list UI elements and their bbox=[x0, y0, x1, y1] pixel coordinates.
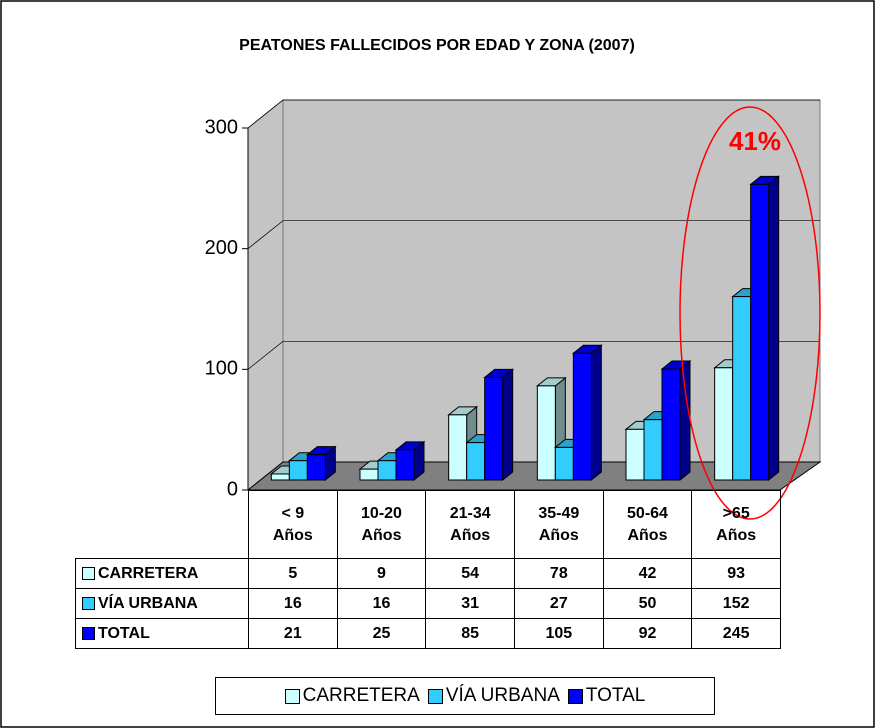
y-tick-label: 300 bbox=[205, 116, 238, 138]
bar-front bbox=[484, 376, 504, 481]
bar-side bbox=[679, 359, 691, 482]
legend-key bbox=[284, 688, 300, 704]
category-label: < 9 Años bbox=[248, 490, 338, 559]
bar bbox=[571, 344, 603, 482]
bar-side bbox=[768, 175, 780, 482]
bar-front bbox=[395, 449, 415, 481]
side-wall bbox=[247, 98, 284, 492]
bar-front bbox=[661, 368, 681, 481]
bar-front bbox=[643, 419, 663, 481]
legend-key bbox=[82, 627, 95, 640]
table-value: 27 bbox=[514, 588, 604, 619]
category-label: 10-20 Años bbox=[336, 490, 427, 559]
legend: CARRETERA VÍA URBANA TOTAL bbox=[215, 677, 715, 715]
bar-front bbox=[306, 454, 326, 481]
series-name: VÍA URBANA bbox=[98, 594, 198, 612]
series-name: TOTAL bbox=[98, 624, 150, 642]
bar-side bbox=[502, 368, 514, 482]
legend-item: VÍA URBANA bbox=[427, 685, 560, 707]
bar-front bbox=[448, 414, 468, 481]
table-value: 245 bbox=[691, 618, 781, 649]
bar-front bbox=[572, 352, 592, 481]
y-tick-label: 100 bbox=[205, 358, 238, 380]
table-value: 16 bbox=[336, 588, 427, 619]
y-tick-label: 0 bbox=[227, 478, 238, 500]
bar-front bbox=[554, 446, 574, 481]
chart-title: PEATONES FALLECIDOS POR EDAD Y ZONA (200… bbox=[239, 37, 635, 54]
bar-front bbox=[288, 460, 308, 481]
series-name: CARRETERA bbox=[98, 564, 199, 582]
table-value: 54 bbox=[425, 558, 515, 589]
row-label: TOTAL bbox=[75, 618, 249, 649]
legend-label: CARRETERA bbox=[302, 685, 420, 706]
table-value: 9 bbox=[336, 558, 427, 589]
table-value: 31 bbox=[425, 588, 515, 619]
category-label: 35-49 Años bbox=[514, 490, 604, 559]
highlight-ellipse bbox=[679, 106, 821, 520]
table-value: 21 bbox=[248, 618, 338, 649]
table-value: 25 bbox=[336, 618, 427, 649]
bar-side bbox=[590, 344, 602, 482]
legend-key bbox=[82, 567, 95, 580]
bar-front bbox=[732, 296, 752, 481]
table-value: 92 bbox=[602, 618, 693, 649]
bar-front bbox=[377, 460, 397, 481]
row-label: VÍA URBANA bbox=[75, 588, 249, 619]
category-label: 50-64 Años bbox=[602, 490, 693, 559]
category-label: >65 Años bbox=[691, 490, 781, 559]
table-value: 105 bbox=[514, 618, 604, 649]
y-tick-label: 200 bbox=[205, 237, 238, 259]
bar-front bbox=[359, 468, 379, 481]
table-value: 42 bbox=[602, 558, 693, 589]
legend-key bbox=[82, 597, 95, 610]
table-value: 16 bbox=[248, 588, 338, 619]
bar bbox=[394, 440, 426, 482]
legend-item: TOTAL bbox=[567, 685, 646, 707]
category-label: 21-34 Años bbox=[425, 490, 515, 559]
table-value: 152 bbox=[691, 588, 781, 619]
table-value: 93 bbox=[691, 558, 781, 589]
legend-key bbox=[427, 688, 443, 704]
row-label: CARRETERA bbox=[75, 558, 249, 589]
bar bbox=[483, 368, 515, 482]
bar-front bbox=[714, 367, 734, 481]
legend-key bbox=[567, 688, 583, 704]
bar-front bbox=[625, 428, 645, 481]
table-value: 5 bbox=[248, 558, 338, 589]
annotation: 41% bbox=[729, 126, 781, 156]
bar bbox=[447, 405, 479, 482]
bar-front bbox=[466, 442, 486, 481]
legend-label: TOTAL bbox=[585, 685, 646, 706]
legend-label: VÍA URBANA bbox=[445, 685, 560, 706]
grid-line bbox=[247, 99, 820, 129]
table-value: 50 bbox=[602, 588, 693, 619]
table-value: 85 bbox=[425, 618, 515, 649]
bar-front bbox=[536, 385, 556, 481]
grid-line bbox=[247, 340, 820, 370]
bar-front bbox=[750, 183, 770, 481]
bar bbox=[749, 175, 781, 482]
bar bbox=[660, 359, 692, 482]
bar-front bbox=[270, 473, 290, 481]
legend-item: CARRETERA bbox=[284, 685, 420, 707]
table-value: 78 bbox=[514, 558, 604, 589]
bar bbox=[305, 445, 337, 482]
grid-line bbox=[247, 220, 820, 249]
